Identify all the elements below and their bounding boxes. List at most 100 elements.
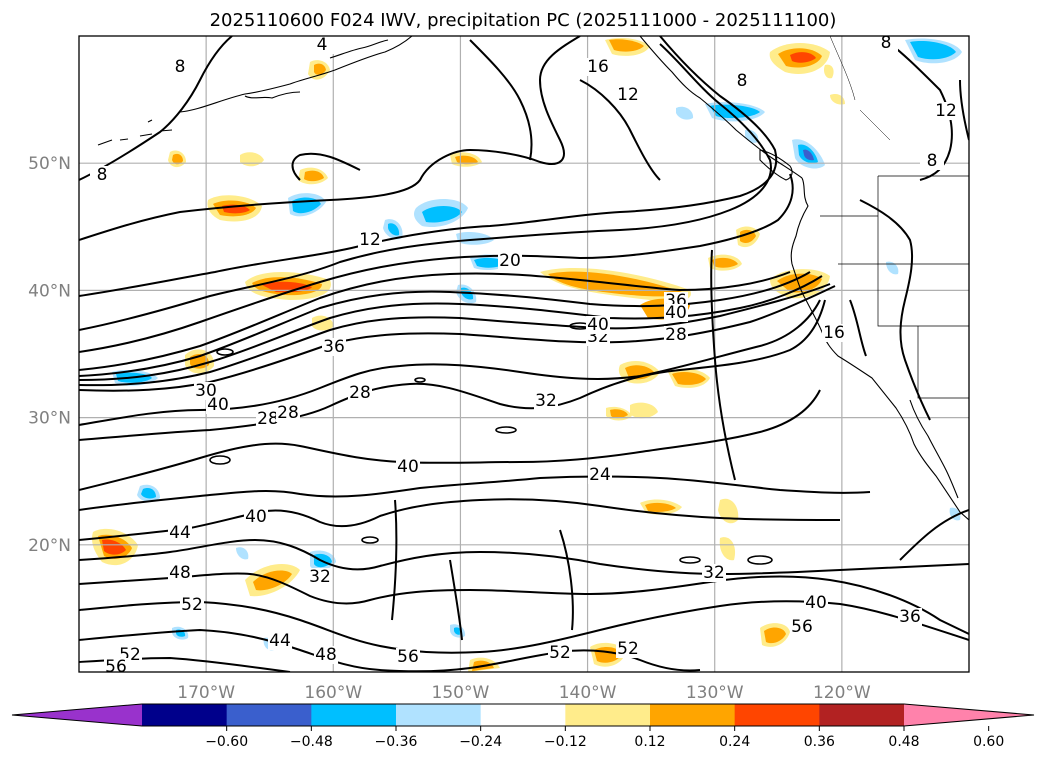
lon-tick-label: 140°W (559, 683, 617, 703)
contour-label-bg (730, 72, 754, 90)
contour-line (79, 299, 826, 441)
contour-label: 40 (245, 507, 267, 527)
contour-label-bg (268, 632, 292, 650)
contour-label: 16 (587, 57, 609, 77)
contour-loop (361, 536, 379, 544)
colorbar-segment (565, 704, 651, 726)
contour-line (849, 299, 867, 357)
contour-label: 52 (181, 595, 203, 615)
colorbar-extend-high (904, 704, 1034, 726)
contour-line (79, 271, 811, 377)
contour-label-bg (702, 564, 726, 582)
contour-line (79, 389, 821, 491)
contour-label: 32 (703, 563, 725, 583)
contour-line (79, 283, 831, 387)
precip-patch (630, 402, 658, 419)
contour-line (899, 509, 969, 561)
contour-label-bg (874, 36, 898, 52)
precip-patch (262, 281, 312, 293)
contour-line (79, 299, 821, 426)
contour-label-bg (308, 568, 332, 586)
colorbar-segment (142, 704, 228, 726)
contour-label-bg (358, 231, 382, 249)
contour-label: 40 (207, 395, 229, 415)
contour-label: 40 (665, 303, 687, 323)
contour-label: 44 (269, 631, 291, 651)
contour-loop (414, 377, 426, 383)
contour-label: 40 (397, 457, 419, 477)
colorbar-segment (819, 704, 905, 726)
contour-label: 56 (105, 657, 127, 677)
contour-label-bg (588, 466, 612, 484)
contour-label: 36 (899, 607, 921, 627)
lon-tick-label: 120°W (813, 683, 871, 703)
contour-label: 44 (169, 523, 191, 543)
contour-label-bg (920, 152, 944, 170)
baja-coast (909, 399, 959, 499)
colorbar-segment (226, 704, 312, 726)
us-west-coast (791, 263, 969, 521)
contour-label-bg (180, 596, 204, 614)
precip-patch (672, 371, 706, 385)
contour-line (859, 199, 931, 421)
precip-patch (172, 153, 183, 165)
contour-loop (679, 556, 701, 564)
contour-label-bg (586, 58, 610, 76)
contour-line (79, 36, 778, 297)
contour-label-bg (194, 382, 218, 400)
contour-label: 52 (617, 639, 639, 659)
contour-label-bg (934, 102, 958, 120)
contour-label: 32 (535, 391, 557, 411)
colorbar-segment (311, 704, 397, 726)
contour-label-bg (104, 658, 128, 672)
canada-inland (829, 36, 891, 141)
contour-label: 52 (549, 643, 571, 663)
contour-label-bg (168, 58, 192, 76)
contour-label-bg (790, 618, 814, 636)
contour-label-bg (256, 410, 280, 428)
contour-label: 8 (737, 71, 748, 91)
colorbar-segment (734, 704, 820, 726)
contour-label: 8 (881, 33, 892, 53)
precip-patch (803, 149, 814, 161)
contour-label: 4 (317, 35, 328, 55)
colorbar-tick-label: −0.48 (290, 734, 333, 750)
colorbar-outline (11, 703, 1035, 727)
contour-line (579, 79, 661, 181)
contour-label-bg (664, 326, 688, 344)
contour-label: 48 (315, 645, 337, 665)
colorbar-tick-label: −0.60 (205, 734, 248, 750)
contour-label-bg (616, 86, 640, 104)
contour-line (291, 152, 361, 181)
contour-loop (495, 426, 517, 434)
contour-label: 12 (617, 85, 639, 105)
contour-line (79, 36, 581, 241)
lat-tick-label: 30°N (28, 409, 71, 429)
state-border-2 (820, 215, 969, 399)
contour-label-bg (168, 524, 192, 542)
precip-patch (830, 94, 845, 105)
precip-patch (141, 487, 156, 499)
contour-label: 28 (349, 383, 371, 403)
precip-patch (886, 261, 899, 275)
islands (97, 119, 173, 146)
precip-patch (719, 537, 736, 561)
lon-tick-label: 170°W (177, 683, 235, 703)
colorbar-tick-label: −0.36 (375, 734, 418, 750)
precip-patch (710, 104, 760, 119)
precip-patch (764, 627, 786, 644)
contour-label: 8 (927, 151, 938, 171)
contour-line (391, 499, 398, 621)
contour-label-bg (168, 564, 192, 582)
contour-line (79, 271, 791, 371)
contour-label-bg (898, 608, 922, 626)
contour-label: 28 (665, 325, 687, 345)
contour-line (710, 249, 736, 481)
colorbar-tick-label: 0.12 (634, 734, 665, 750)
map-frame (78, 35, 970, 673)
lat-tick-label: 40°N (28, 281, 71, 301)
contour-label: 20 (499, 251, 521, 271)
